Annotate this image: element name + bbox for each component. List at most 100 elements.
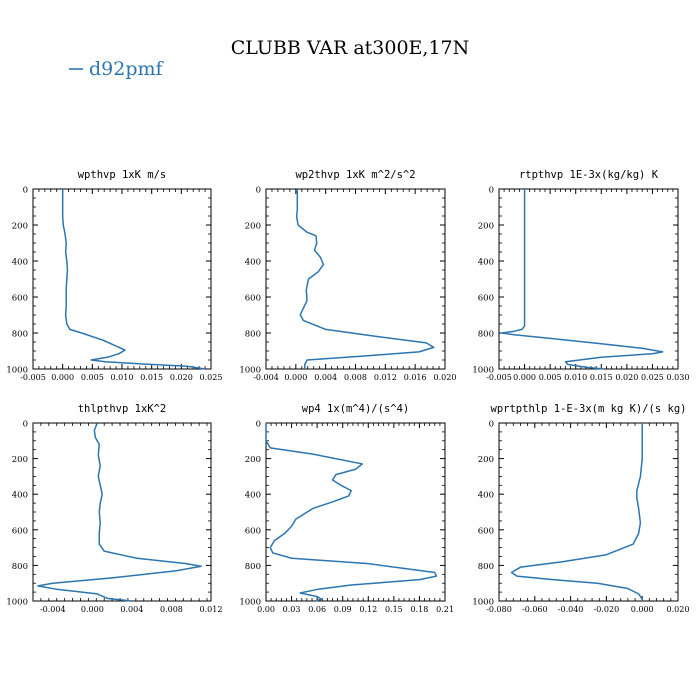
x-tick-label: 0.025 xyxy=(200,373,223,382)
x-tick-label: 0.012 xyxy=(200,605,223,614)
series-line xyxy=(265,423,438,602)
panel-title: wp2thvp 1xK m^2/s^2 xyxy=(295,169,415,181)
panel-4: thlpthvp 1xK^2 0 200 400 600 800 1000 -0.004 0.0… xyxy=(6,403,222,614)
panel-title: wp4 1x(m^4)/(s^4) xyxy=(302,403,409,415)
y-tick-label: 200 xyxy=(245,222,261,232)
x-tick-label: 0.004 xyxy=(120,605,143,614)
x-tick-label: -0.020 xyxy=(594,605,620,614)
series-line xyxy=(37,422,202,602)
y-tick-label: 800 xyxy=(245,330,261,340)
y-tick-label: 1000 xyxy=(239,366,261,376)
x-tick-label: 0.09 xyxy=(334,605,352,614)
x-tick-label: 0.18 xyxy=(411,605,429,614)
series-line xyxy=(295,189,435,369)
y-tick-label: 1000 xyxy=(472,366,494,376)
x-tick-label: 0.015 xyxy=(140,373,163,382)
y-tick-label: 200 xyxy=(478,222,494,232)
x-tick-label: -0.004 xyxy=(253,373,279,382)
y-tick-label: 800 xyxy=(12,330,28,340)
series-line xyxy=(500,189,664,370)
y-tick-label: 800 xyxy=(478,562,494,572)
y-tick-label: 400 xyxy=(245,258,261,268)
x-tick-label: 0.025 xyxy=(641,373,664,382)
y-tick-label: 600 xyxy=(478,294,494,304)
panel-2: wp2thvp 1xK m^2/s^2 0 200 400 600 800 1000-0.0… xyxy=(239,169,456,382)
x-tick-label: 0.020 xyxy=(667,605,690,614)
x-tick-label: 0.15 xyxy=(385,605,403,614)
x-tick-label: 0.020 xyxy=(170,373,193,382)
series-line xyxy=(61,189,206,370)
y-tick-label: 0 xyxy=(489,420,494,430)
y-tick-label: 200 xyxy=(12,222,28,232)
x-tick-label: -0.040 xyxy=(558,605,584,614)
x-tick-label: 0.010 xyxy=(111,373,134,382)
y-tick-label: 800 xyxy=(245,562,261,572)
y-tick-label: 200 xyxy=(478,455,494,465)
y-tick-label: 0 xyxy=(256,420,261,430)
x-tick-label: 0.016 xyxy=(404,373,427,382)
x-tick-label: -0.005 xyxy=(20,373,46,382)
x-tick-label: 0.004 xyxy=(314,373,337,382)
panel-title: thlpthvp 1xK^2 xyxy=(78,403,167,415)
y-tick-label: 400 xyxy=(478,258,494,268)
y-tick-label: 600 xyxy=(245,294,261,304)
x-tick-label: 0.008 xyxy=(160,605,183,614)
x-tick-label: 0.020 xyxy=(434,373,457,382)
x-tick-label: 0.21 xyxy=(436,605,454,614)
y-tick-label: 800 xyxy=(478,330,494,340)
y-tick-label: 200 xyxy=(245,455,261,465)
x-tick-label: -0.004 xyxy=(40,605,66,614)
x-tick-label: 0.012 xyxy=(374,373,397,382)
y-tick-label: 400 xyxy=(478,491,494,501)
x-tick-label: 0.010 xyxy=(564,373,587,382)
y-tick-label: 0 xyxy=(489,186,494,196)
y-tick-label: 800 xyxy=(12,562,28,572)
y-tick-label: 1000 xyxy=(472,598,494,608)
plot-frame xyxy=(32,422,212,602)
x-tick-label: 0.00 xyxy=(257,605,275,614)
plot-frame xyxy=(265,422,446,602)
y-tick-label: 1000 xyxy=(239,598,261,608)
series-line xyxy=(510,423,643,601)
x-tick-label: -0.005 xyxy=(486,373,512,382)
y-tick-label: 1000 xyxy=(6,598,28,608)
y-tick-label: 600 xyxy=(12,526,28,536)
plot-frame xyxy=(32,188,212,370)
y-tick-label: 400 xyxy=(12,491,28,501)
panel-1: wpthvp 1xK m/s 0 200 400 600 800 1000-0.005 0.0… xyxy=(6,169,222,382)
x-tick-label: 0.000 xyxy=(513,373,536,382)
x-tick-label: -0.080 xyxy=(486,605,512,614)
y-tick-label: 200 xyxy=(12,455,28,465)
x-tick-label: 0.12 xyxy=(359,605,377,614)
x-tick-label: 0.000 xyxy=(284,373,307,382)
x-tick-label: 0.030 xyxy=(667,373,690,382)
panel-title: wpthvp 1xK m/s xyxy=(78,169,167,181)
x-tick-label: 0.000 xyxy=(81,605,104,614)
x-tick-label: 0.008 xyxy=(344,373,367,382)
panel-3: rtpthvp 1E-3x(kg/kg) K 0 200 400 600 800 1000-… xyxy=(472,169,689,382)
x-tick-label: 0.020 xyxy=(615,373,638,382)
x-tick-label: 0.005 xyxy=(81,373,104,382)
plot-frame xyxy=(498,422,679,602)
y-tick-label: 600 xyxy=(245,526,261,536)
figure-title: CLUBB VAR at300E,17N xyxy=(231,37,470,59)
y-tick-label: 600 xyxy=(12,294,28,304)
x-tick-label: 0.000 xyxy=(51,373,74,382)
x-tick-label: -0.060 xyxy=(522,605,548,614)
y-tick-label: 400 xyxy=(245,491,261,501)
panel-title: wprtpthlp 1-E-3x(m kg K)/(s kg) xyxy=(491,403,687,415)
x-tick-label: 0.015 xyxy=(590,373,613,382)
y-tick-label: 0 xyxy=(23,420,28,430)
legend-label: d92pmf xyxy=(89,58,165,80)
x-tick-label: 0.005 xyxy=(539,373,562,382)
y-tick-label: 400 xyxy=(12,258,28,268)
panel-6: wprtpthlp 1-E-3x(m kg K)/(s kg) 0 200 400 60… xyxy=(472,403,689,614)
y-tick-label: 1000 xyxy=(6,366,28,376)
figure-legend: d92pmf xyxy=(69,58,165,80)
y-tick-label: 0 xyxy=(256,186,261,196)
y-tick-label: 0 xyxy=(23,186,28,196)
x-tick-label: 0.000 xyxy=(631,605,654,614)
